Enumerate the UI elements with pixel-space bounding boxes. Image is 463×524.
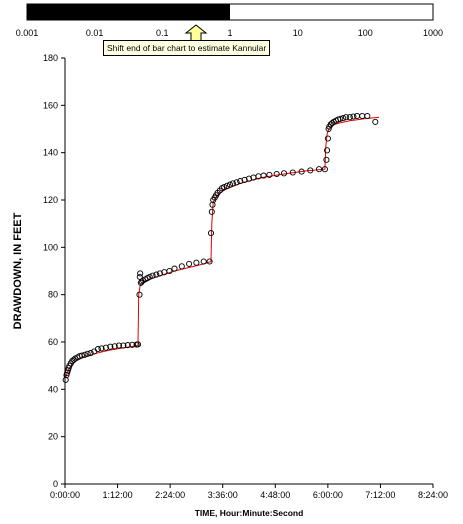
data-point [136, 291, 143, 298]
y-tick-label: 20 [48, 432, 58, 442]
data-point [224, 182, 231, 189]
x-tick-label: 4:48:00 [260, 490, 290, 500]
data-point [206, 258, 213, 265]
y-tick-label: 0 [53, 479, 58, 489]
data-point [137, 270, 144, 277]
bar-scale-label: 1 [227, 28, 232, 38]
data-point [323, 156, 330, 163]
data-point [171, 265, 178, 272]
y-tick-label: 80 [48, 290, 58, 300]
data-point [350, 113, 357, 120]
data-point [186, 260, 193, 267]
data-point [94, 346, 101, 353]
data-point [102, 344, 109, 351]
y-tick-label: 140 [43, 148, 58, 158]
data-point [340, 115, 347, 122]
up-arrow-icon [184, 24, 208, 42]
bar-scale-label: 0.1 [156, 28, 169, 38]
y-tick-label: 120 [43, 195, 58, 205]
data-point [178, 263, 185, 270]
data-point [280, 170, 288, 177]
y-tick-label: 160 [43, 100, 58, 110]
data-point [221, 183, 228, 191]
data-point [343, 114, 350, 121]
x-axis-title: TIME, Hour:Minute:Second [195, 508, 304, 518]
data-point [156, 270, 163, 277]
data-point [120, 342, 127, 349]
data-point [115, 342, 123, 349]
data-point [289, 169, 296, 176]
data-point [364, 112, 371, 120]
y-tick-label: 40 [48, 384, 58, 394]
data-point [124, 342, 131, 349]
data-point [266, 171, 273, 178]
data-point [207, 230, 215, 237]
data-point [321, 166, 328, 173]
bar-fill[interactable] [27, 4, 230, 20]
data-point [337, 115, 344, 122]
data-point [241, 176, 248, 183]
data-point [87, 350, 94, 357]
bar-scale-label: 1000 [423, 28, 443, 38]
data-point [346, 114, 353, 121]
data-point [78, 352, 85, 359]
observed-points [62, 112, 379, 383]
data-point [134, 341, 142, 348]
data-point [372, 118, 379, 125]
data-point [146, 273, 153, 280]
x-tick-label: 1:12:00 [103, 490, 133, 500]
data-point [84, 350, 91, 357]
data-point [81, 351, 88, 358]
data-point [166, 267, 173, 275]
y-axis-title: DRAWDOWN, IN FEET [12, 212, 24, 329]
data-point [200, 258, 207, 265]
data-point [307, 167, 314, 174]
y-tick-label: 100 [43, 242, 58, 252]
data-point [208, 208, 215, 215]
data-point [316, 166, 323, 173]
y-tick-label: 180 [43, 53, 58, 63]
bar-scale-label: 0.001 [16, 28, 39, 38]
data-point [260, 172, 267, 179]
x-tick-label: 0:00:00 [50, 490, 80, 500]
x-tick-label: 3:36:00 [208, 490, 238, 500]
data-point [298, 168, 305, 175]
data-point [229, 180, 236, 187]
data-point [129, 341, 136, 348]
data-point [237, 178, 244, 185]
data-point [324, 135, 331, 142]
bar-scale-labels: 0.001 0.01 0.1 1 10 100 1000 [16, 28, 443, 38]
data-point [233, 179, 240, 186]
x-tick-label: 7:12:00 [365, 490, 395, 500]
data-point [111, 343, 118, 350]
data-point [62, 376, 69, 383]
data-point [354, 112, 361, 120]
x-tick-label: 6:00:00 [313, 490, 343, 500]
data-point [273, 170, 280, 178]
data-point [149, 272, 156, 279]
data-point [324, 147, 331, 154]
data-point [226, 181, 234, 188]
y-tick-label: 60 [48, 337, 58, 347]
x-axis-ticks: 0:00:00 1:12:00 2:24:00 3:36:00 4:48:00 6:00:… [50, 484, 448, 500]
bar-tooltip: Shift end of bar chart to estimate Kannu… [103, 40, 271, 56]
data-point [98, 345, 105, 352]
y-axis-ticks: 0 20 40 60 80 100 120 140 160 180 [43, 53, 65, 489]
fitted-curve [65, 116, 380, 378]
data-point [153, 271, 160, 278]
bar-scale-label: 100 [358, 28, 373, 38]
bar-scale-label: 0.01 [86, 28, 104, 38]
bar-control[interactable]: 0.001 0.01 0.1 1 10 100 1000 [16, 3, 443, 42]
bar-scale-label: 10 [293, 28, 303, 38]
x-tick-label: 2:24:00 [155, 490, 185, 500]
data-point [107, 343, 114, 350]
data-point [359, 112, 366, 120]
x-tick-label: 8:24:00 [418, 490, 448, 500]
data-point [193, 259, 200, 266]
data-point [245, 175, 253, 182]
